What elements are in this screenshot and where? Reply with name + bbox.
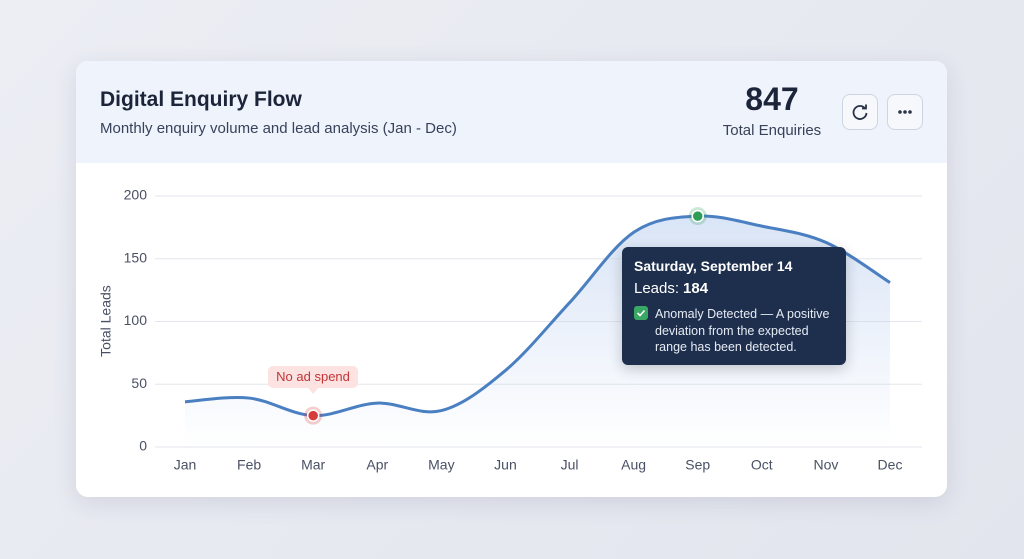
x-tick-label: May: [428, 457, 454, 473]
x-tick-label: Feb: [237, 457, 261, 473]
x-tick-label: Jan: [174, 457, 197, 473]
y-tick-label: 100: [124, 312, 148, 328]
x-tick-label: Apr: [366, 457, 388, 473]
tooltip-value: 184: [683, 280, 709, 297]
x-tick-label: Aug: [621, 457, 646, 473]
annotation-pointer: [308, 388, 319, 394]
card-header: Digital Enquiry Flow Monthly enquiry vol…: [76, 61, 947, 163]
tooltip-message: Anomaly Detected — A positive deviation …: [655, 307, 830, 354]
x-tick-label: Jul: [561, 457, 579, 473]
x-tick-label: Nov: [813, 457, 838, 473]
tooltip: Saturday, September 14 Leads: 184 Anomaly…: [622, 247, 846, 365]
tooltip-title: Saturday, September 14: [634, 258, 793, 274]
annotation: No ad spend: [268, 366, 358, 388]
x-tick-label: Oct: [751, 457, 773, 473]
x-tick-label: Mar: [301, 457, 325, 473]
marker: [306, 409, 320, 422]
y-tick-label: 50: [131, 375, 147, 391]
x-tick-label: Dec: [878, 457, 903, 473]
more-icon: [898, 110, 912, 114]
y-tick-label: 200: [124, 187, 148, 203]
y-axis-title: Total Leads: [98, 285, 114, 357]
check-icon: [634, 306, 648, 320]
total-value: 847: [745, 81, 799, 117]
total-label: Total Enquiries: [722, 122, 822, 139]
refresh-button[interactable]: [842, 94, 878, 130]
subtitle: Monthly enquiry volume and lead analysis…: [100, 120, 457, 137]
tooltip-line: Leads: 184: [634, 280, 708, 297]
x-tick-label: Jun: [494, 457, 517, 473]
refresh-icon: [852, 104, 868, 120]
title: Digital Enquiry Flow: [100, 88, 302, 111]
tooltip-label: Leads:: [634, 280, 680, 297]
more-button[interactable]: [887, 94, 923, 130]
x-tick-label: Sep: [685, 457, 710, 473]
y-tick-label: 0: [139, 438, 147, 454]
y-tick-label: 150: [124, 249, 148, 265]
marker: [691, 209, 704, 223]
